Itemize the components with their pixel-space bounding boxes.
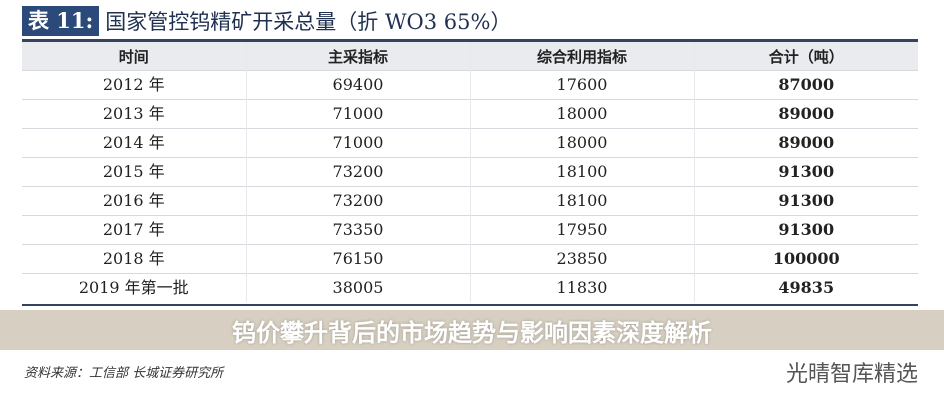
table-row: 2014 年 71000 18000 89000 <box>22 128 918 158</box>
table-cell: 38005 <box>245 273 470 302</box>
column-header: 合计（吨） <box>693 42 918 71</box>
table-cell: 18100 <box>469 157 694 187</box>
table-cell: 2018 年 <box>22 244 246 274</box>
table-cell: 91300 <box>693 215 918 245</box>
table-cell: 76150 <box>245 244 470 274</box>
table-cell: 2014 年 <box>22 128 246 158</box>
table-cell: 2013 年 <box>22 99 246 129</box>
table-cell: 49835 <box>693 273 918 302</box>
table-cell: 89000 <box>693 99 918 129</box>
table-row: 2013 年 71000 18000 89000 <box>22 99 918 129</box>
table-row: 2018 年 76150 23850 100000 <box>22 244 918 274</box>
column-header: 综合利用指标 <box>469 42 694 71</box>
table-row: 2015 年 73200 18100 91300 <box>22 157 918 187</box>
table-title: 表 11: 国家管控钨精矿开采总量（折 WO3 65%） <box>22 6 511 36</box>
table-cell: 87000 <box>693 70 918 100</box>
table-cell: 18000 <box>469 128 694 158</box>
table-row: 2017 年 73350 17950 91300 <box>22 215 918 245</box>
table-caption: 国家管控钨精矿开采总量（折 WO3 65%） <box>105 10 512 34</box>
column-header: 时间 <box>22 42 246 71</box>
table-cell: 91300 <box>693 186 918 216</box>
table-cell: 73200 <box>245 157 470 187</box>
table-cell: 2015 年 <box>22 157 246 187</box>
watermark: 光晴智库精选 <box>785 362 918 387</box>
table-cell: 69400 <box>245 70 470 100</box>
source-note: 资料来源：工信部 长城证券研究所 <box>24 366 224 381</box>
table-cell: 73200 <box>245 186 470 216</box>
column-header: 主采指标 <box>245 42 470 71</box>
data-table: 时间 主采指标 综合利用指标 合计（吨） 2012 年 69400 17600 87000 2… <box>22 42 918 302</box>
table-cell: 89000 <box>693 128 918 158</box>
table-cell: 17950 <box>469 215 694 245</box>
overlay-banner: 钨价攀升背后的市场趋势与影响因素深度解析 <box>0 310 944 350</box>
table-cell: 18000 <box>469 99 694 129</box>
table-cell: 11830 <box>469 273 694 302</box>
table-cell: 100000 <box>693 244 918 274</box>
table-cell: 18100 <box>469 186 694 216</box>
bottom-rule <box>22 304 918 306</box>
table-cell: 71000 <box>245 128 470 158</box>
top-rule <box>22 39 918 42</box>
table-cell: 2016 年 <box>22 186 246 216</box>
table-row: 2019 年第一批 38005 11830 49835 <box>22 273 918 302</box>
table-cell: 2017 年 <box>22 215 246 245</box>
table-cell: 2012 年 <box>22 70 246 100</box>
banner-text: 钨价攀升背后的市场趋势与影响因素深度解析 <box>232 318 712 347</box>
table-row: 2016 年 73200 18100 91300 <box>22 186 918 216</box>
table-cell: 91300 <box>693 157 918 187</box>
table-cell: 17600 <box>469 70 694 100</box>
table-cell: 2019 年第一批 <box>22 273 246 302</box>
table-row: 2012 年 69400 17600 87000 <box>22 70 918 100</box>
table-cell: 71000 <box>245 99 470 129</box>
table-cell: 23850 <box>469 244 694 274</box>
table-number: 表 11: <box>22 6 100 36</box>
table-cell: 73350 <box>245 215 470 245</box>
header-row: 时间 主采指标 综合利用指标 合计（吨） <box>22 42 918 71</box>
